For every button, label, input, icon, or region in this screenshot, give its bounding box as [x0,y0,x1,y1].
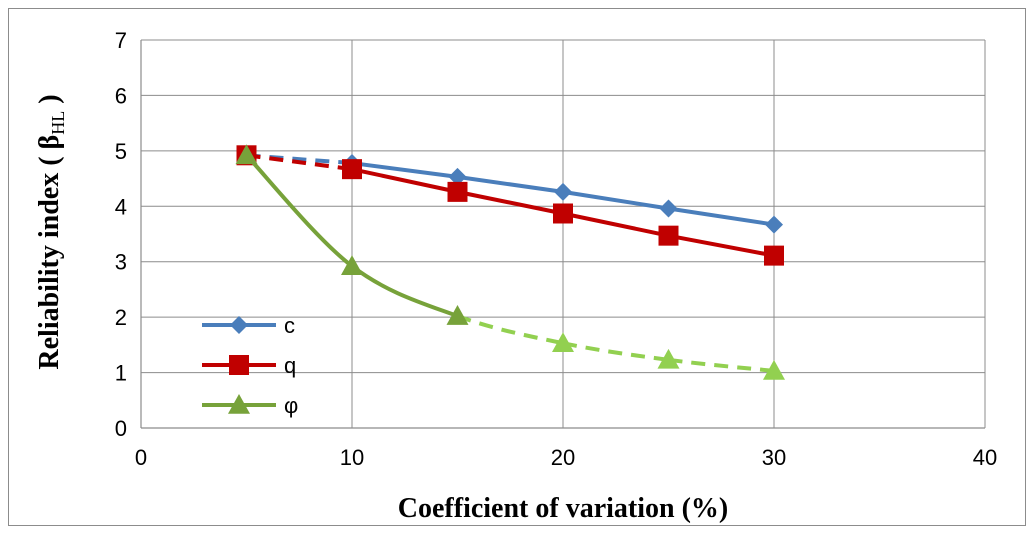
data-point [659,199,678,218]
y-axis-title-tail: ) [34,94,65,110]
series-line-segment [668,357,775,373]
x-tick-label: 40 [973,445,997,470]
y-tick-label: 7 [115,28,127,53]
y-tick-label: 3 [115,250,127,275]
y-axis-title-subscript: HL [48,111,68,135]
legend-marker [229,355,249,375]
series-line-segment [562,341,669,362]
y-tick-label: 1 [115,361,127,386]
x-tick-label: 0 [135,445,147,470]
chart-frame [8,8,1026,526]
series-line-segment [668,233,775,258]
x-tick-label: 20 [551,445,575,470]
legend-entry: φ [202,393,298,418]
series-line-segment [562,211,669,238]
y-tick-label: 5 [115,139,127,164]
x-tick-label: 30 [762,445,786,470]
series-line-segment [562,189,669,211]
x-tick-labels: 0 10 20 30 40 [135,445,997,470]
series-line-segment [456,314,564,346]
data-point [658,225,679,246]
grid [141,39,986,428]
series-line-segment [246,153,353,172]
y-tick-labels: 0 1 2 3 4 5 6 7 [115,28,127,441]
legend-entry: c [202,313,295,338]
legend-label: q [284,353,296,378]
legend-marker [230,316,248,334]
data-point [235,144,258,165]
y-axis-title-main: Reliability index ( β [34,135,65,370]
y-tick-label: 0 [115,416,127,441]
series-line-segment [457,174,564,194]
series-2 [235,144,785,380]
legend-marker [228,394,250,414]
data-point [657,348,680,369]
x-axis-title: Coefficient of variation (%) [398,493,728,524]
series-line-segment [351,167,458,194]
data-point [341,255,363,275]
data-point [763,359,785,380]
data-point [448,167,467,186]
series [235,144,785,380]
data-point [765,215,783,234]
data-point [553,203,573,224]
series-line-segment [246,153,353,166]
data-point [446,305,469,325]
axes [140,40,985,429]
legend-label: c [284,313,295,338]
series-line-segment [668,206,775,227]
legend-label: φ [284,393,298,418]
data-point [552,332,574,352]
x-tick-label: 10 [340,445,364,470]
y-tick-label: 2 [115,305,127,330]
data-point [447,181,468,202]
y-tick-label: 6 [115,83,127,108]
y-axis-title: Reliability index ( βHL ) [34,94,68,369]
series-line-segment [351,161,458,179]
series-line-segment [245,153,354,268]
series-line-segment [457,189,564,216]
series-line-segment [350,264,459,318]
series-0 [237,146,783,234]
data-point [764,245,784,266]
legend: cqφ [202,313,298,418]
legend-entry: q [202,353,296,378]
data-point [554,182,572,201]
y-tick-label: 4 [115,194,127,219]
data-point [342,159,362,180]
series-1 [236,145,784,266]
